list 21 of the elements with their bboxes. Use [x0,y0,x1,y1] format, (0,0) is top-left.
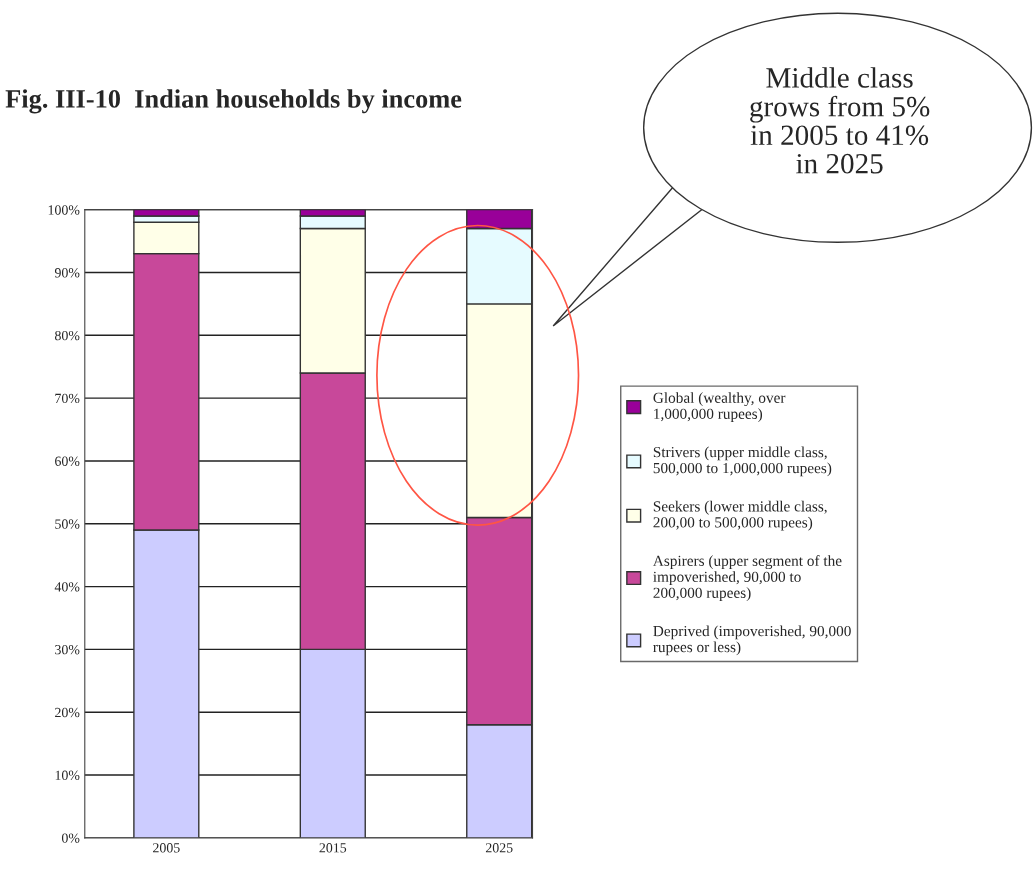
x-tick-label: 2015 [319,843,347,853]
y-tick-label: 0% [61,833,80,843]
y-tick-label: 30% [55,644,80,655]
text: Middle class grows from 5% in 2005 to 41% in 2025 [750,67,930,174]
legend-label: Strivers (upper middle class, 500,000 to 1,000,000 rupees) [653,446,832,477]
y-tick-label: 50% [55,519,80,529]
chart-title: Fig. III-10 Indian households by income [5,89,462,114]
y-tick-label: 100% [48,205,80,215]
y-tick-label: 60% [55,456,80,466]
y-tick-label: 80% [55,330,80,341]
legend-label: Deprived (impoverished, 90,000 rupees or less) [653,625,851,656]
y-tick-label: 90% [54,268,80,278]
y-tick-label: 70% [55,393,80,404]
y-tick-label: 20% [55,707,80,718]
legend-label: Global (wealthy, over 1,000,000 rupees) [653,392,786,423]
x-tick-label: 2005 [153,843,180,853]
y-tick-label: 40% [54,582,80,592]
legend-label: Aspirers (upper segment of the impoverished, 90,000 to 200,000 rupees) [652,555,842,602]
legend-label: Seekers (lower middle class, 200,00 to 500,000 rupees) [653,500,827,531]
x-tick-label: 2025 [485,843,513,853]
y-tick-label: 10% [55,770,80,781]
